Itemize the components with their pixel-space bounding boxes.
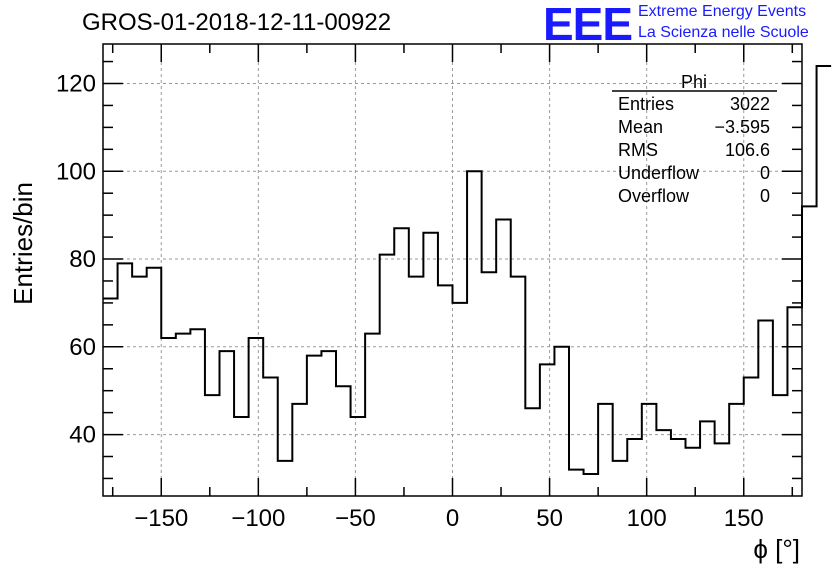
stats-value-underflow: 0: [760, 163, 770, 183]
x-tick-label: 0: [446, 505, 459, 532]
stats-value-entries: 3022: [730, 94, 770, 114]
x-tick-label: 100: [627, 505, 667, 532]
x-tick-label: −50: [335, 505, 376, 532]
y-tick-label: 100: [56, 158, 96, 185]
stats-label-entries: Entries: [618, 94, 674, 114]
x-axis-tick-labels: −150 −100 −50 0 50 100 150: [134, 505, 764, 532]
y-axis-tick-labels: 40 60 80 100 120: [56, 70, 96, 448]
axis-ticks: [103, 44, 802, 496]
x-tick-label: 150: [724, 505, 764, 532]
eee-logo-line2: La Scienza nelle Scuole: [638, 24, 809, 41]
stats-value-mean: −3.595: [714, 117, 770, 137]
y-axis-title: Entries/bin: [8, 182, 38, 305]
plot-title: GROS-01-2018-12-11-00922: [82, 9, 392, 36]
x-axis-title: ϕ [°]: [753, 534, 800, 564]
y-tick-label: 40: [69, 422, 96, 449]
eee-logo-line1: Extreme Energy Events: [638, 3, 807, 20]
stats-label-overflow: Overflow: [618, 186, 690, 206]
x-tick-label: −100: [231, 505, 285, 532]
y-tick-label: 80: [69, 246, 96, 273]
stats-box-title: Phi: [681, 72, 707, 92]
stats-label-mean: Mean: [618, 117, 663, 137]
eee-logo: EEE: [543, 0, 633, 50]
x-tick-label: 50: [536, 505, 563, 532]
stats-label-rms: RMS: [618, 140, 658, 160]
histogram-series: [103, 64, 832, 476]
grid-lines: [103, 44, 802, 496]
y-tick-label: 60: [69, 334, 96, 361]
stats-box: Phi Entries 3022 Mean −3.595 RMS 106.6 U…: [612, 72, 777, 206]
stats-label-underflow: Underflow: [618, 163, 700, 183]
stats-value-overflow: 0: [760, 186, 770, 206]
x-tick-label: −150: [134, 505, 188, 532]
y-tick-label: 120: [56, 70, 96, 97]
stats-value-rms: 106.6: [725, 140, 770, 160]
